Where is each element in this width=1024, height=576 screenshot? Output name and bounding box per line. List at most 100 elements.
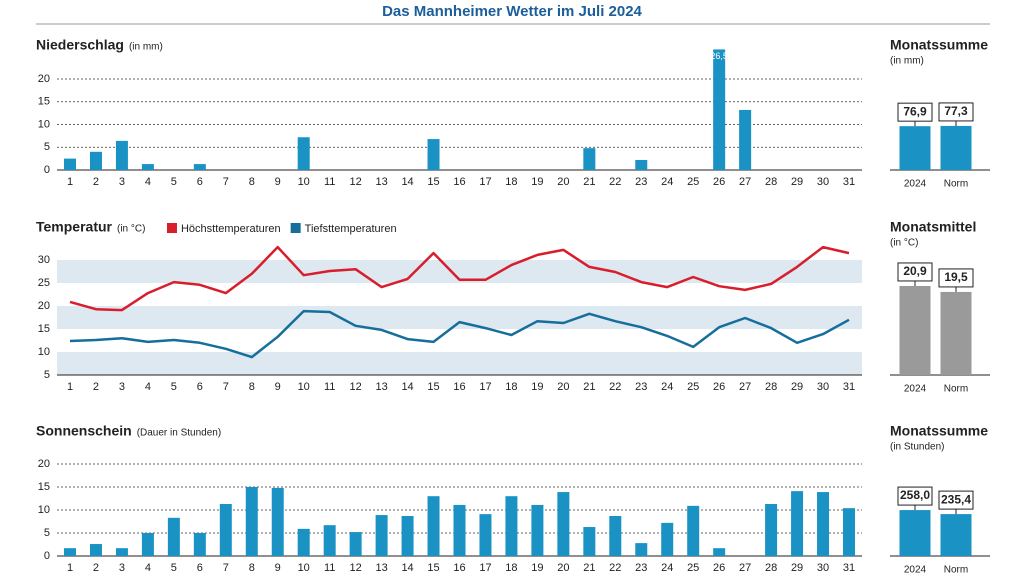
chart-title: Temperatur	[36, 219, 113, 235]
x-tick-label: 4	[145, 381, 151, 393]
chart-title: Niederschlag	[36, 37, 124, 53]
label-box	[897, 262, 933, 282]
bar	[583, 527, 596, 556]
x-tick-label: 17	[479, 562, 491, 574]
x-tick-label: 29	[791, 176, 803, 188]
label-box	[938, 490, 974, 510]
y-tick-label: 15	[38, 323, 50, 335]
x-tick-label: 13	[375, 381, 387, 393]
x-tick-label: 12	[350, 562, 362, 574]
chart-title: Monatsmittel	[890, 219, 976, 235]
line	[69, 309, 850, 359]
bar	[245, 487, 258, 556]
x-tick-label: 30	[817, 562, 829, 574]
chart-title: Sonnenschein	[36, 423, 132, 439]
x-tick-label: 27	[739, 562, 751, 574]
y-tick-label: 20	[38, 458, 50, 470]
x-tick-label: 5	[171, 562, 177, 574]
x-tick-label: 11	[324, 562, 335, 574]
x-tick-label: 30	[817, 176, 829, 188]
x-tick-label: 12	[350, 381, 362, 393]
bar	[427, 496, 440, 556]
x-tick-label: 20	[557, 176, 569, 188]
bar	[899, 126, 931, 170]
x-tick-label: Norm	[944, 179, 968, 190]
y-tick-label: 15	[38, 481, 50, 493]
x-tick-label: 6	[197, 562, 203, 574]
label-box	[938, 102, 974, 122]
x-tick-label: 18	[505, 562, 517, 574]
chart-subtitle: (Dauer in Stunden)	[137, 428, 222, 439]
y-tick-label: 10	[38, 504, 50, 516]
grid-band	[57, 352, 862, 375]
x-tick-label: 14	[401, 176, 413, 188]
legend-label: Höchsttemperaturen	[181, 223, 281, 235]
x-tick-label: 22	[609, 381, 621, 393]
x-tick-label: 14	[401, 562, 413, 574]
bar	[115, 548, 128, 556]
bar	[940, 291, 972, 375]
label-box	[938, 268, 974, 288]
x-tick-label: 8	[249, 176, 255, 188]
bar-value-label: 26,5	[710, 51, 728, 61]
bar	[899, 510, 931, 556]
x-tick-label: 1	[67, 381, 73, 393]
x-tick-label: 27	[739, 176, 751, 188]
x-tick-label: 16	[453, 562, 465, 574]
chart-subtitle: (in Stunden)	[890, 442, 944, 453]
y-tick-label: 15	[38, 96, 50, 108]
x-tick-label: 6	[197, 381, 203, 393]
x-tick-label: 28	[765, 176, 777, 188]
y-tick-label: 30	[38, 254, 50, 266]
x-tick-label: 23	[635, 562, 647, 574]
bar	[531, 504, 544, 556]
x-tick-label: 17	[479, 176, 491, 188]
x-tick-label: 2	[93, 176, 99, 188]
bar	[141, 533, 154, 556]
bar	[193, 164, 206, 170]
bar	[479, 514, 492, 556]
x-tick-label: 8	[249, 562, 255, 574]
x-tick-label: 23	[635, 176, 647, 188]
y-tick-label: 0	[44, 164, 50, 176]
bar	[791, 491, 804, 556]
x-tick-label: 24	[661, 176, 673, 188]
x-tick-label: 31	[843, 381, 855, 393]
bar	[557, 492, 570, 556]
bar	[141, 164, 154, 170]
line	[69, 245, 850, 312]
x-tick-label: 3	[119, 381, 125, 393]
bar	[401, 515, 414, 556]
bar	[583, 148, 596, 170]
bar-value-label: 76,9	[903, 104, 927, 118]
bar	[115, 140, 128, 170]
label-box	[897, 102, 933, 122]
x-tick-label: 10	[298, 381, 310, 393]
x-tick-label: 21	[583, 176, 595, 188]
y-tick-label: 10	[38, 118, 50, 130]
bar	[940, 125, 972, 170]
x-tick-label: 25	[687, 176, 699, 188]
y-tick-label: 20	[38, 300, 50, 312]
x-tick-label: 20	[557, 562, 569, 574]
x-tick-label: 5	[171, 381, 177, 393]
legend-label: Tiefsttemperaturen	[305, 223, 397, 235]
x-tick-label: 15	[427, 381, 439, 393]
x-tick-label: 13	[375, 176, 387, 188]
x-tick-label: 25	[687, 381, 699, 393]
x-tick-label: Norm	[944, 384, 968, 395]
y-tick-label: 5	[44, 527, 50, 539]
x-tick-label: 2	[93, 381, 99, 393]
bar	[219, 504, 232, 556]
x-tick-label: 14	[401, 381, 413, 393]
x-tick-label: 2024	[904, 565, 927, 576]
x-tick-label: 15	[427, 176, 439, 188]
bar	[64, 548, 76, 556]
x-tick-label: 7	[223, 562, 229, 574]
label-box	[897, 486, 933, 506]
x-tick-label: 21	[583, 381, 595, 393]
chart-subtitle: (in °C)	[890, 238, 918, 249]
x-tick-label: 7	[223, 176, 229, 188]
bar	[297, 137, 310, 170]
